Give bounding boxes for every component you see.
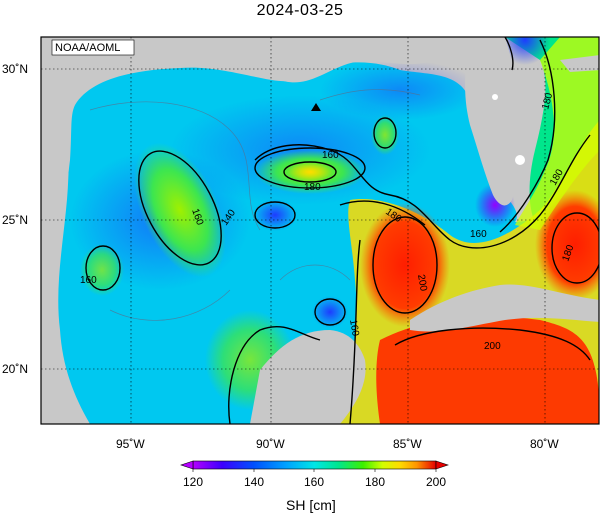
credit-label: NOAA/AOML: [55, 42, 120, 54]
station-triangle-marker: [311, 103, 321, 111]
graticule: [41, 37, 599, 424]
colorbar-tick: 160: [304, 475, 324, 489]
north-coast-landmass: [41, 37, 470, 110]
colorbar-tick: 200: [426, 475, 446, 489]
colorbar-tick: 120: [183, 475, 203, 489]
lat-label: 25˚N: [2, 213, 28, 227]
yucatan-landmass: [250, 330, 366, 424]
mexico-landmass: [41, 110, 90, 424]
colorbar-tick: 140: [244, 475, 264, 489]
contour-label: 160: [470, 229, 487, 240]
contour-label: 200: [484, 341, 501, 352]
lat-label: 20˚N: [2, 362, 28, 376]
lon-label: 80˚W: [530, 437, 559, 451]
lon-label: 85˚W: [393, 437, 422, 451]
colorbar-unit-label: SH [cm]: [286, 497, 336, 513]
map-title: 2024-03-25: [256, 2, 344, 19]
lon-label: 90˚W: [256, 437, 285, 451]
credit-box: [51, 39, 135, 56]
contour-label: 180: [304, 182, 321, 193]
cuba-landmass: [410, 284, 599, 332]
contour-label: 160: [347, 319, 361, 338]
lat-label: 30˚N: [2, 62, 28, 76]
florida-landmass: [465, 37, 523, 206]
contour-label: 160: [80, 275, 97, 286]
colorbar: 120 140 160 180 200 SH [cm]: [180, 460, 449, 513]
colorbar-tick: 180: [365, 475, 385, 489]
lon-label: 95˚W: [116, 437, 145, 451]
contour-label: 180: [540, 91, 555, 110]
map-frame: [40, 36, 600, 425]
contour-label: 200: [415, 274, 429, 293]
contour-label: 160: [322, 150, 339, 161]
